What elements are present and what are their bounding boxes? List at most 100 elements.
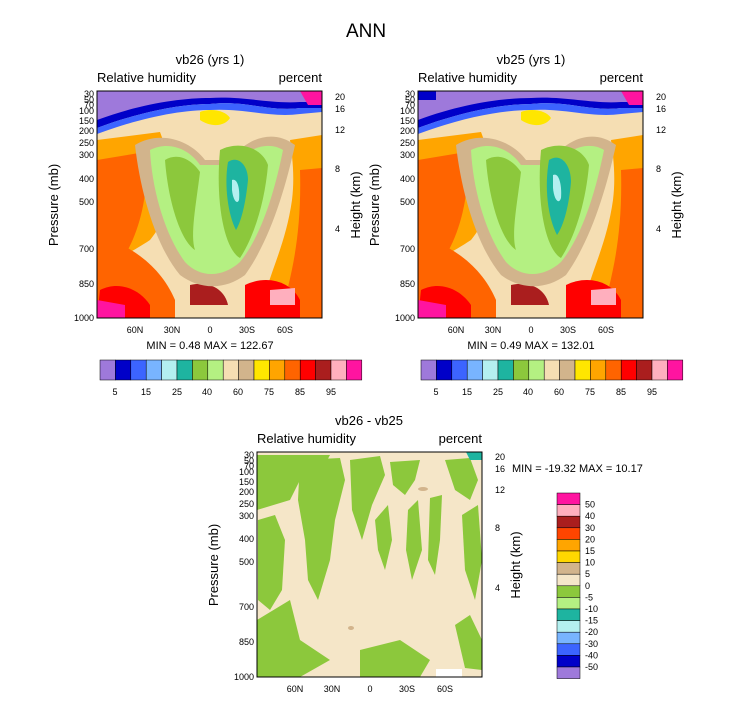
x-ticks: 60N 30N 0 30S 60S [127, 325, 293, 335]
contour-level [591, 288, 616, 305]
colorbar-swatch [556, 597, 581, 610]
colorbar-swatch [99, 359, 116, 381]
y-right-tick-label: 12 [656, 125, 666, 135]
colorbar-swatch [556, 527, 581, 540]
colorbar-swatch [192, 359, 209, 381]
contour-level [298, 458, 345, 600]
contour-level [232, 179, 240, 202]
y-right-tick-label: 4 [495, 583, 500, 593]
y-ticks: 30 50 70 100 150 200 250 300 400 500 700… [395, 89, 415, 323]
contour-level [621, 91, 643, 105]
colorbar-swatch [667, 359, 684, 381]
y-axis-label: Pressure (mb) [206, 524, 221, 606]
x-tick-label: 60S [277, 325, 293, 335]
contour-level [466, 452, 482, 460]
contour-level [300, 91, 322, 105]
y-tick-label: 850 [239, 637, 254, 647]
y-tick-label: 50 [244, 456, 254, 466]
y-right-tick-label: 20 [495, 452, 505, 462]
contour-level [390, 460, 420, 495]
y-tick-label: 700 [400, 244, 415, 254]
colorbar-swatch [556, 643, 581, 656]
y-tick-label: 70 [84, 100, 94, 110]
contour-level [190, 283, 228, 305]
colorbar-label: 60 [233, 387, 243, 397]
y-right-tick-label: 16 [495, 464, 505, 474]
colorbar-swatch [497, 359, 514, 381]
x-ticks: 60N 30N 0 30S 60S [448, 325, 614, 335]
right-label: percent [600, 70, 644, 85]
contour-level [462, 505, 482, 600]
y-right-tick-label: 16 [656, 104, 666, 114]
contour-level [165, 156, 200, 250]
colorbar-swatch [651, 359, 668, 381]
panel-title: vb26 - vb25 [335, 413, 403, 428]
colorbar-label: -40 [585, 650, 598, 660]
colorbar-swatch [420, 359, 437, 381]
contour-level [418, 91, 436, 100]
contour-field [257, 452, 482, 677]
y-tick-label: 100 [79, 106, 94, 116]
colorbar-swatch [528, 359, 545, 381]
colorbar-swatch [222, 359, 239, 381]
colorbar-swatch [556, 515, 581, 529]
y-tick-label: 50 [84, 95, 94, 105]
min-max: MIN = -19.32 MAX = 10.17 [512, 463, 643, 475]
colorbar-swatch [556, 550, 581, 563]
contour-level [511, 283, 549, 305]
y-axis-label: Pressure (mb) [46, 164, 61, 246]
y-tick-label: 400 [239, 534, 254, 544]
min-max: MIN = 0.49 MAX = 132.01 [467, 340, 594, 352]
colorbar-swatch [513, 359, 530, 381]
y-right-tick-label: 20 [656, 92, 666, 102]
panel-vb26: vb26 (yrs 1) Relative humidity percent [46, 52, 363, 397]
colorbar-label: -10 [585, 604, 598, 614]
colorbar-swatch [238, 359, 255, 381]
colorbar-label: 5 [585, 569, 590, 579]
colorbar-swatch [556, 562, 581, 575]
colorbar-label: 5 [112, 387, 117, 397]
y-tick-label: 250 [400, 138, 415, 148]
x-tick-label: 0 [528, 325, 533, 335]
panel-title: vb25 (yrs 1) [497, 52, 566, 67]
colorbar-swatch [451, 359, 468, 381]
y-tick-label: 300 [400, 150, 415, 160]
colorbar-swatch [145, 359, 162, 381]
y-tick-label: 500 [79, 197, 94, 207]
panel-vb25: vb25 (yrs 1) Relative humidity percent [367, 52, 684, 397]
y-ticks-right: 20 16 12 8 4 [335, 92, 345, 234]
colorbar-label: 5 [433, 387, 438, 397]
colorbar-swatch [284, 359, 301, 381]
colorbar-swatch [556, 539, 581, 552]
colorbar-label: -20 [585, 627, 598, 637]
colorbar-swatch [590, 359, 607, 381]
x-ticks: 60N 30N 0 30S 60S [287, 684, 453, 694]
y-axis-label: Pressure (mb) [367, 164, 382, 246]
colorbar-swatch [130, 359, 147, 381]
y-tick-label: 700 [239, 602, 254, 612]
colorbar-label: -15 [585, 616, 598, 626]
colorbar-label: 75 [264, 387, 274, 397]
x-tick-label: 60N [287, 684, 304, 694]
colorbar-swatch [330, 359, 347, 381]
y-tick-label: 200 [239, 487, 254, 497]
colorbar-label: 40 [585, 511, 595, 521]
y-tick-label: 1000 [234, 672, 254, 682]
x-tick-label: 30S [399, 684, 415, 694]
colorbar-swatch [556, 666, 581, 679]
y-right-tick-label: 8 [335, 164, 340, 174]
panel-title: vb26 (yrs 1) [176, 52, 245, 67]
contour-level [486, 156, 521, 250]
y-right-tick-label: 12 [335, 125, 345, 135]
colorbar-swatch [436, 359, 453, 381]
y-tick-label: 400 [400, 174, 415, 184]
colorbar-label: 15 [141, 387, 151, 397]
figure-title: ANN [346, 21, 386, 42]
colorbar-swatch [466, 359, 483, 381]
y-axis-label-right: Height (km) [348, 171, 363, 238]
y-ticks: 30 50 70 100 150 200 250 300 400 500 700… [74, 89, 94, 323]
x-tick-label: 60S [437, 684, 453, 694]
y-tick-label: 50 [405, 95, 415, 105]
contour-level [97, 103, 322, 134]
y-tick-label: 850 [79, 279, 94, 289]
